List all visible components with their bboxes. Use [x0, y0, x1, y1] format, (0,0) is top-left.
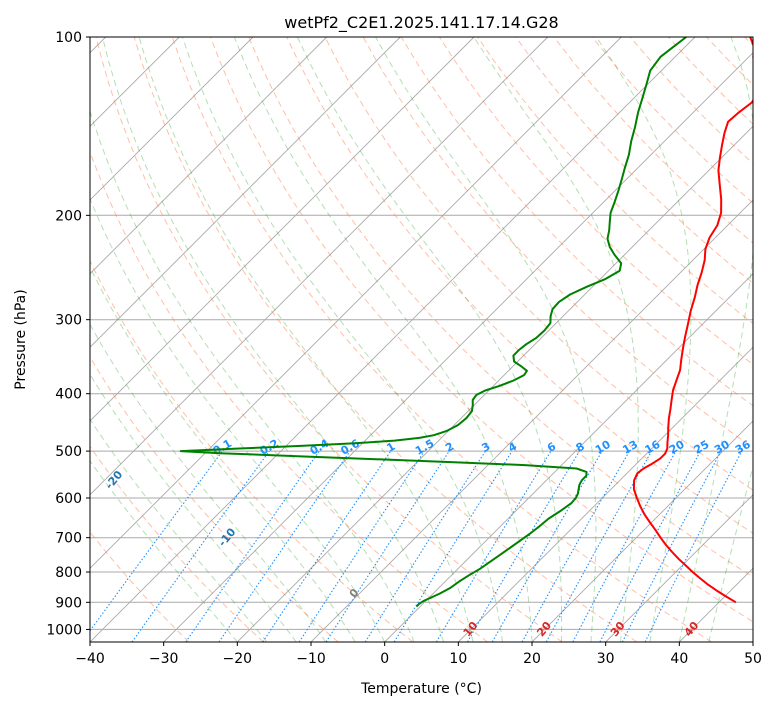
moist-adiabat-line [138, 37, 474, 642]
dry-adiabat-line [210, 37, 753, 623]
y-tick-label: 300 [55, 313, 82, 329]
mixing-ratio-line [644, 450, 743, 642]
isotherm-line [90, 37, 696, 642]
moist-adiabat-line [375, 37, 597, 642]
mixing-ratio-line [325, 450, 450, 642]
x-axis-ticks: −40 −30 −20 −10 0 10 20 30 40 50 [75, 642, 762, 667]
moist-adiabat-line [473, 37, 639, 642]
y-tick-label: 800 [55, 565, 82, 581]
mixing-ratio-line [185, 450, 320, 642]
x-tick-label: 0 [380, 651, 389, 667]
mixing-ratio-line [572, 450, 677, 642]
plot-area: 0.10.20.40.611.52346810131620253036-100-… [90, 37, 753, 642]
dry-adiabat-line [515, 37, 753, 284]
dewpoint-profile [179, 37, 687, 608]
mixing-ratio-line [131, 450, 270, 642]
dry-adiabat-line [324, 37, 753, 491]
isotherm-line [90, 37, 401, 348]
isotherm-line [531, 420, 753, 642]
isotherm-line [90, 37, 475, 422]
mixing-ratio-line [218, 450, 351, 642]
x-tick-label: 10 [449, 651, 467, 667]
y-tick-label: 100 [55, 30, 82, 46]
isotherm-line [457, 346, 753, 642]
x-tick-label: −30 [149, 651, 179, 667]
x-tick-label: −40 [75, 651, 105, 667]
mixing-ratio-line [599, 450, 701, 642]
moist-adiabat-line [90, 109, 415, 642]
moist-adiabat-line [90, 197, 386, 642]
y-tick-label: 500 [55, 444, 82, 460]
isotherm-line [90, 37, 254, 201]
moist-adiabat-line [233, 37, 533, 642]
temperature-profile [632, 37, 753, 604]
mixing-ratio-line [545, 450, 653, 642]
y-tick-label: 1000 [46, 622, 82, 638]
mixing-ratio-line [621, 450, 722, 642]
isotherm-line [90, 37, 622, 569]
mixing-ratio-line [262, 450, 392, 642]
mixing-ratio-line [393, 450, 513, 642]
moist-adiabat-line [181, 37, 503, 642]
x-tick-label: 20 [523, 651, 541, 667]
y-tick-label: 900 [55, 595, 82, 611]
moist-adiabat-line [90, 460, 238, 642]
isotherm-line [163, 52, 753, 642]
moist-adiabat-line [90, 266, 356, 642]
isotherm-line [605, 494, 753, 642]
dry-adiabat-line [133, 37, 638, 642]
y-tick-label: 400 [55, 387, 82, 403]
moist-adiabat-line [90, 323, 327, 642]
mixing-ratio-line [364, 450, 486, 642]
moist-adiabat-line [296, 37, 563, 642]
chart-title: wetPf2_C2E1.2025.141.17.14.G28 [284, 13, 558, 33]
plot-frame [89, 36, 754, 643]
moist-adiabat-line [678, 37, 753, 642]
moist-adiabat-line [708, 464, 753, 642]
dry-adiabat-line [95, 37, 563, 642]
dry-adiabat-line [286, 37, 753, 534]
mixing-ratio-line [521, 450, 630, 642]
moist-adiabat-line [595, 37, 692, 642]
y-tick-label: 200 [55, 208, 82, 224]
x-tick-label: 30 [597, 651, 615, 667]
y-tick-label: 700 [55, 531, 82, 547]
isotherm-line [236, 125, 753, 642]
mixing-ratio-line [298, 450, 425, 642]
isotherm-line [90, 37, 328, 275]
x-tick-label: 40 [670, 651, 688, 667]
x-axis-label: Temperature (°C) [360, 681, 482, 697]
mixing-ratio-line [90, 450, 223, 632]
dry-adiabat-line [171, 37, 712, 642]
dry-adiabat-line [248, 37, 753, 578]
dry-adiabat-line [90, 445, 264, 642]
isotherm-line [384, 273, 753, 642]
x-tick-label: −20 [223, 651, 253, 667]
x-tick-label: 50 [744, 651, 762, 667]
isotherm-line [90, 37, 549, 496]
y-tick-label: 600 [55, 491, 82, 507]
mixing-ratio-line [435, 450, 552, 642]
y-axis-label: Pressure (hPa) [13, 289, 29, 389]
x-tick-label: −10 [296, 651, 326, 667]
y-axis-ticks: 100 200 300 400 500 600 700 800 900 1000 [46, 30, 90, 638]
moist-adiabat-line [90, 418, 268, 642]
moist-adiabat-line [90, 373, 297, 642]
dry-adiabat-line [90, 259, 414, 642]
